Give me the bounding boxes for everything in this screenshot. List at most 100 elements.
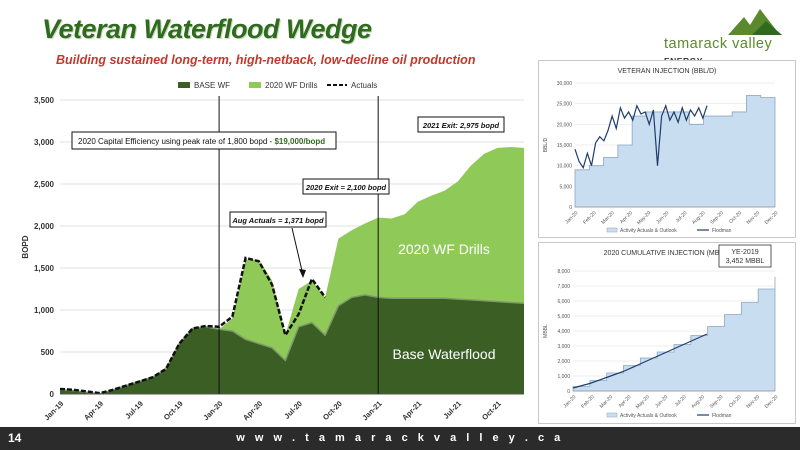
series-activity-actuals-area [572,277,776,392]
legend-label: Actuals [351,81,377,90]
legend-label: Activity Actuals & Outlook [620,413,677,419]
legend-label: 2020 WF Drills [265,81,317,90]
x-tick-label: Dec-20 [764,210,780,226]
cumulative-injection-panel: 2020 CUMULATIVE INJECTION (MBBL) 0 1,000 2,… [538,242,796,424]
page-subtitle: Building sustained long-term, high-netba… [56,53,476,67]
y-tick-label: 3,000 [557,344,570,350]
panel-title: 2020 CUMULATIVE INJECTION (MBBL) [604,250,731,257]
logo-name: tamarack valley [664,36,773,52]
x-tick-label: May-20 [636,210,652,226]
x-tick-label: Jul-20 [282,399,304,421]
legend-swatch-2020-wf-drills [249,82,261,88]
aug-actuals-arrowhead [299,269,306,278]
exit-2020-label: 2020 Exit = 2,100 bopd [305,183,387,192]
exit-2021-box [417,116,505,133]
ye-2019-callout-line1: YE-2019 [731,249,758,256]
capital-efficiency-plain: 2020 Capital Efficiency using peak rate … [78,137,274,146]
x-tick-label: Jun-20 [655,210,670,225]
capital-efficiency-value: $19,000/bopd [274,137,325,146]
x-tick-label: May-20 [635,394,651,410]
x-tick-label: Oct-20 [728,210,743,225]
capital-efficiency-text: 2020 Capital Efficiency using peak rate … [78,137,325,146]
x-tick-label: Dec-20 [764,394,780,410]
series-actuals-line [59,256,327,395]
y-tick-label: 20,000 [557,122,573,128]
y-axis-label: MBBL [543,324,549,338]
x-tick-label: Mar-20 [600,210,616,226]
x-tick-label: Jan-20 [562,394,577,409]
legend-label: Activity Actuals & Outlook [620,228,677,234]
x-tick-label: Jan-19 [42,399,65,422]
x-tick-label: Mar-20 [599,394,615,410]
y-tick-label: 1,000 [34,306,55,315]
legend-swatch-activity [606,412,618,418]
x-tick-label: Feb-20 [580,394,596,410]
x-tick-label: Jan-20 [564,210,579,225]
x-tick-label: Jun-20 [654,394,669,409]
capital-efficiency-box [71,131,337,150]
ye-2019-callout-box [718,244,772,268]
page-number: 14 [8,431,22,445]
y-tick-label: 4,000 [557,329,570,335]
y-tick-label: 8,000 [557,269,570,275]
legend-swatch-base-wf [178,82,190,88]
legend-label: Flodman [712,413,732,419]
x-tick-label: Jul-21 [441,399,463,421]
series-flodman-line [572,333,708,389]
x-tick-label: Oct-21 [480,399,503,422]
x-tick-label: Oct-20 [728,394,743,409]
x-tick-label: Sep-20 [709,394,725,410]
y-tick-label: 0 [569,205,572,211]
ye-2019-callout-line2: 3,452 MBBL [726,258,765,265]
y-tick-label: 0 [50,390,55,399]
legend-swatch-activity [606,227,618,233]
legend-label: BASE WF [194,81,230,90]
page-title: Veteran Waterflood Wedge [42,14,372,44]
x-tick-label: Feb-20 [582,210,598,226]
aug-actuals-label: Aug Actuals = 1,371 bopd [231,216,324,225]
x-tick-label: Sep-20 [709,210,725,226]
x-tick-label: Jul-20 [674,394,688,408]
y-tick-label: 500 [41,348,55,357]
y-tick-label: 0 [567,389,570,395]
base-area-label: Base Waterflood [393,346,496,362]
footer-bar [0,427,800,450]
y-tick-label: 10,000 [557,164,573,170]
aug-actuals-box [229,211,327,228]
production-wedge-chart: 0 500 1,000 1,500 2,000 2,500 3,000 3,500 BOPD Ja… [21,81,525,422]
legend-label: Flodman [712,228,732,234]
x-tick-label: Nov-20 [745,394,761,410]
x-tick-label: Apr-21 [400,399,423,422]
series-activity-actuals-area [574,95,776,208]
y-tick-label: 15,000 [557,143,573,149]
website-url[interactable]: w w w . t a m a r a c k v a l l e y . c … [236,432,564,444]
y-tick-label: 2,000 [34,222,55,231]
y-tick-label: 30,000 [557,81,573,87]
y-tick-label: 3,000 [34,138,55,147]
series-2020-wf-drills-area [60,147,524,394]
y-tick-label: 5,000 [557,314,570,320]
y-tick-label: 25,000 [557,102,573,108]
y-axis-label: BBL/D [543,137,549,152]
y-tick-label: 7,000 [557,284,570,290]
injection-rate-chart: VETERAN INJECTION (BBL/D) 0 5,000 10,000 15,… [543,68,780,234]
aug-actuals-arrow [291,227,304,276]
company-logo [728,9,782,35]
x-tick-label: Apr-19 [82,399,105,422]
y-tick-label: 3,500 [34,96,55,105]
y-tick-label: 1,500 [34,264,55,273]
y-tick-label: 5,000 [559,184,572,190]
x-tick-label: Nov-20 [746,210,762,226]
x-tick-label: Aug-20 [690,394,706,410]
x-tick-label: Aug-20 [691,210,707,226]
x-tick-label: Apr-20 [618,394,633,409]
y-tick-label: 2,500 [34,180,55,189]
exit-2021-label: 2021 Exit: 2,975 bopd [422,121,500,130]
drills-area-label: 2020 WF Drills [398,241,490,257]
y-tick-label: 1,000 [557,374,570,380]
injection-rate-panel: VETERAN INJECTION (BBL/D) 0 5,000 10,000 15,… [538,60,796,238]
exit-2020-box [302,178,390,195]
y-axis-label: BOPD [21,235,30,258]
x-tick-label: Apr-20 [241,399,264,422]
series-flodman-line [574,103,708,170]
